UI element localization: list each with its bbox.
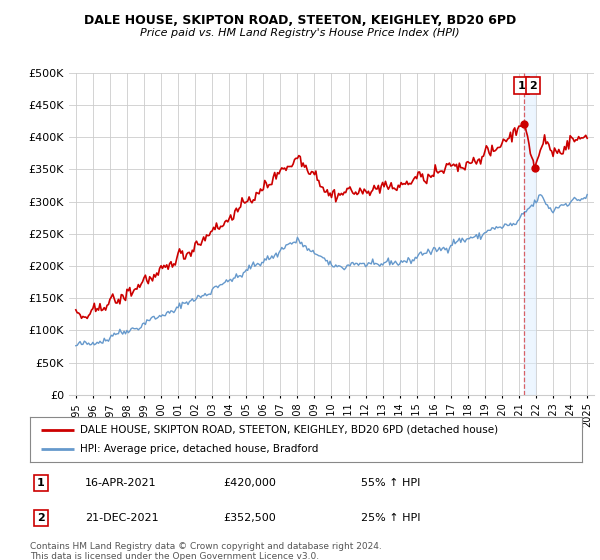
Text: Contains HM Land Registry data © Crown copyright and database right 2024.
This d: Contains HM Land Registry data © Crown c… <box>30 542 382 560</box>
Text: 55% ↑ HPI: 55% ↑ HPI <box>361 478 421 488</box>
Text: 1: 1 <box>518 81 525 91</box>
Text: DALE HOUSE, SKIPTON ROAD, STEETON, KEIGHLEY, BD20 6PD (detached house): DALE HOUSE, SKIPTON ROAD, STEETON, KEIGH… <box>80 424 498 435</box>
Text: 25% ↑ HPI: 25% ↑ HPI <box>361 513 421 523</box>
Text: 21-DEC-2021: 21-DEC-2021 <box>85 513 159 523</box>
Text: £352,500: £352,500 <box>223 513 276 523</box>
Text: £420,000: £420,000 <box>223 478 276 488</box>
Text: DALE HOUSE, SKIPTON ROAD, STEETON, KEIGHLEY, BD20 6PD: DALE HOUSE, SKIPTON ROAD, STEETON, KEIGH… <box>84 14 516 27</box>
Text: 16-APR-2021: 16-APR-2021 <box>85 478 157 488</box>
Bar <box>524 73 535 395</box>
Text: 1: 1 <box>37 478 45 488</box>
Text: 2: 2 <box>529 81 536 91</box>
Text: 2: 2 <box>37 513 45 523</box>
Text: Price paid vs. HM Land Registry's House Price Index (HPI): Price paid vs. HM Land Registry's House … <box>140 28 460 38</box>
Text: HPI: Average price, detached house, Bradford: HPI: Average price, detached house, Brad… <box>80 445 318 455</box>
